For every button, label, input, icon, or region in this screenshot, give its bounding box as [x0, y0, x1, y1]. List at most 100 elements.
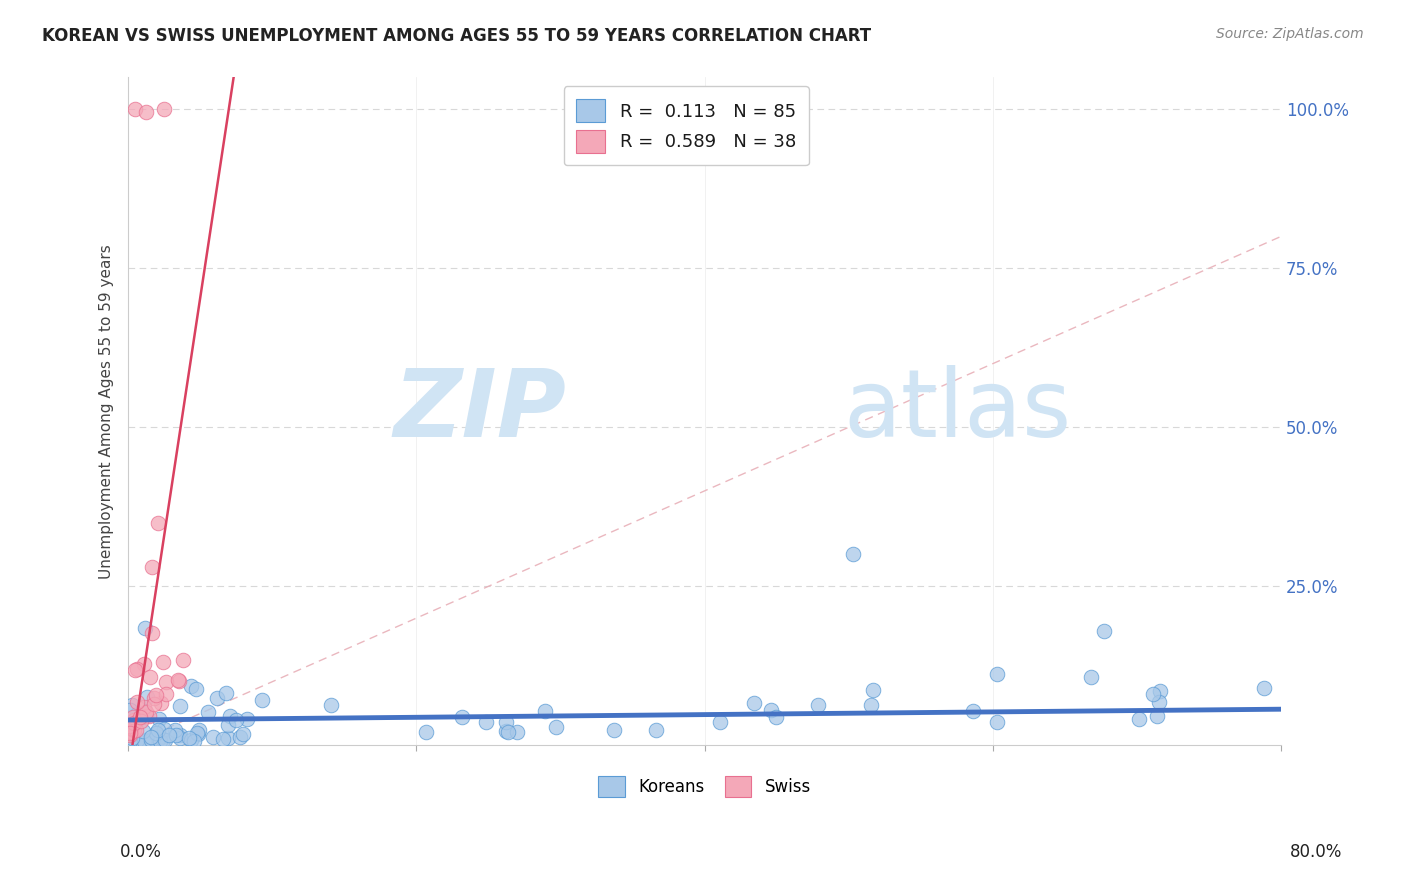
Point — [132, 734, 155, 748]
Point — [118, 728, 141, 742]
Point — [765, 710, 787, 724]
Point — [862, 683, 884, 698]
Point — [132, 724, 155, 739]
Point — [187, 723, 209, 738]
Point — [1147, 695, 1170, 709]
Point — [139, 670, 162, 684]
Text: 0.0%: 0.0% — [120, 843, 162, 861]
Point — [121, 709, 143, 723]
Point — [187, 726, 209, 740]
Point — [1149, 684, 1171, 698]
Point — [127, 707, 149, 722]
Point — [118, 719, 141, 733]
Point — [157, 727, 180, 741]
Point — [986, 715, 1008, 730]
Point — [169, 698, 191, 713]
Point — [148, 712, 170, 726]
Point — [124, 663, 146, 677]
Point — [169, 731, 191, 745]
Point — [134, 657, 156, 672]
Point — [250, 693, 273, 707]
Point — [145, 726, 167, 740]
Point — [495, 715, 517, 730]
Text: ZIP: ZIP — [394, 366, 567, 458]
Point — [225, 713, 247, 727]
Point — [180, 679, 202, 693]
Point — [232, 726, 254, 740]
Point — [149, 730, 172, 744]
Point — [155, 687, 177, 701]
Point — [1094, 624, 1116, 638]
Point — [450, 710, 472, 724]
Point — [124, 716, 146, 731]
Point — [842, 548, 865, 562]
Point — [321, 698, 343, 712]
Point — [215, 686, 238, 700]
Point — [120, 734, 142, 748]
Point — [644, 723, 666, 737]
Point — [155, 675, 177, 690]
Point — [153, 722, 176, 736]
Point — [186, 725, 208, 739]
Point — [962, 704, 984, 718]
Point — [1253, 681, 1275, 695]
Point — [134, 706, 156, 720]
Point — [118, 723, 141, 738]
Point — [1080, 670, 1102, 684]
Point — [1146, 708, 1168, 723]
Point — [544, 720, 567, 734]
Point — [197, 705, 219, 719]
Point — [120, 723, 142, 737]
Point — [475, 715, 498, 730]
Point — [128, 711, 150, 725]
Point — [149, 696, 172, 710]
Point — [165, 728, 187, 742]
Point — [169, 728, 191, 742]
Point — [534, 705, 557, 719]
Point — [1128, 712, 1150, 726]
Point — [166, 673, 188, 687]
Point — [142, 691, 165, 706]
Point — [134, 699, 156, 714]
Point — [218, 709, 240, 723]
Point — [131, 714, 153, 728]
Point — [118, 703, 141, 717]
Point — [152, 733, 174, 747]
Point — [163, 723, 186, 737]
Point — [183, 733, 205, 747]
Text: KOREAN VS SWISS UNEMPLOYMENT AMONG AGES 55 TO 59 YEARS CORRELATION CHART: KOREAN VS SWISS UNEMPLOYMENT AMONG AGES … — [42, 27, 872, 45]
Point — [229, 730, 252, 744]
Point — [134, 733, 156, 747]
Point — [217, 731, 239, 745]
Point — [986, 667, 1008, 681]
Point — [122, 723, 145, 737]
Point — [1142, 688, 1164, 702]
Point — [859, 698, 882, 712]
Point — [496, 725, 519, 739]
Point — [506, 724, 529, 739]
Point — [125, 695, 148, 709]
Text: 80.0%: 80.0% — [1291, 843, 1343, 861]
Point — [120, 721, 142, 735]
Point — [153, 102, 176, 116]
Point — [180, 733, 202, 747]
Point — [235, 712, 257, 726]
Point — [138, 709, 160, 723]
Point — [172, 653, 194, 667]
Point — [120, 724, 142, 739]
Point — [124, 713, 146, 727]
Point — [202, 731, 225, 745]
Point — [141, 732, 163, 747]
Point — [141, 626, 163, 640]
Point — [415, 725, 437, 739]
Point — [127, 733, 149, 747]
Text: Source: ZipAtlas.com: Source: ZipAtlas.com — [1216, 27, 1364, 41]
Point — [205, 690, 228, 705]
Point — [121, 698, 143, 713]
Point — [141, 560, 163, 574]
Point — [742, 696, 765, 710]
Point — [125, 662, 148, 676]
Point — [603, 723, 626, 737]
Point — [146, 723, 169, 738]
Point — [149, 734, 172, 748]
